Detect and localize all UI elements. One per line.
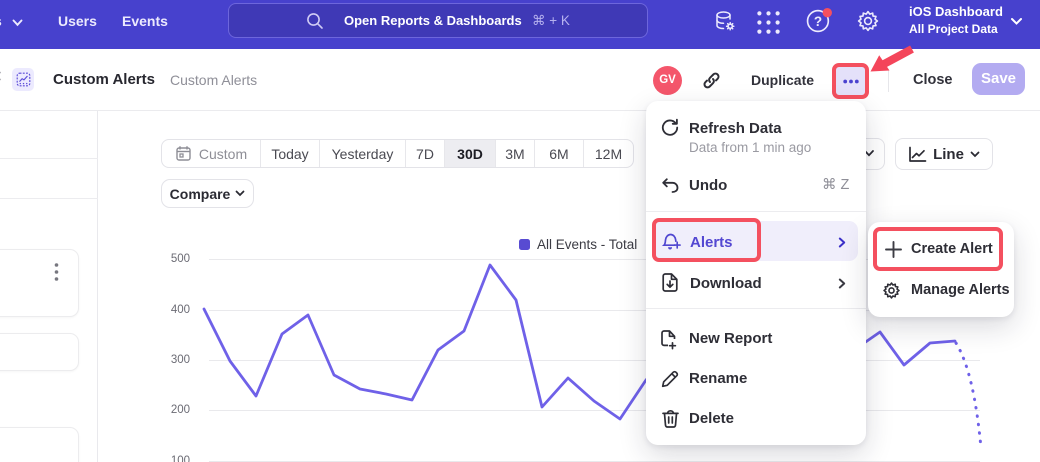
svg-text:?: ? bbox=[814, 14, 822, 29]
